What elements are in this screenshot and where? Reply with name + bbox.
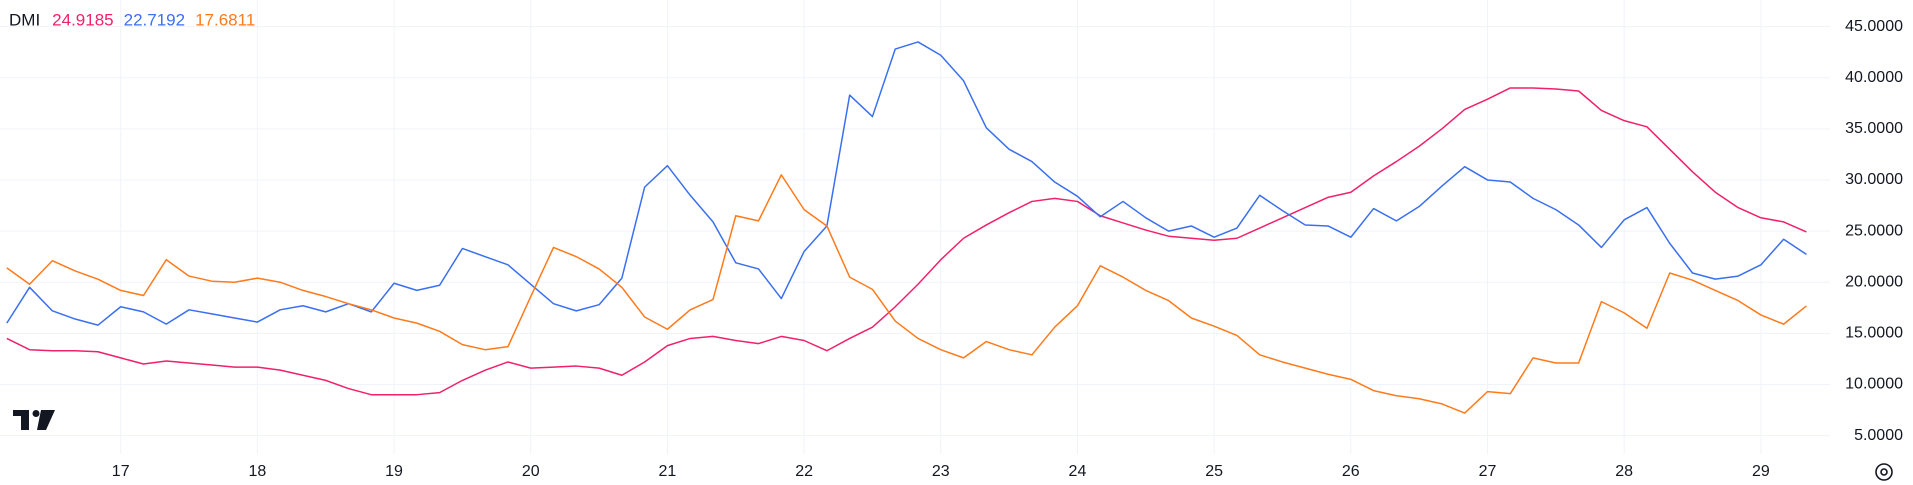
grid <box>0 0 1830 454</box>
x-tick-label: 19 <box>385 463 403 480</box>
x-tick-label: 26 <box>1342 463 1360 480</box>
x-tick-label: 24 <box>1069 463 1087 480</box>
x-tick-label: 18 <box>248 463 266 480</box>
legend-value: 24.9185 <box>52 10 113 29</box>
y-tick-label: 45.0000 <box>1845 18 1903 35</box>
indicator-name: DMI <box>9 10 40 29</box>
series-line <box>6 87 1807 396</box>
series-line <box>6 174 1807 414</box>
y-tick-label: 30.0000 <box>1845 171 1903 188</box>
plot <box>6 41 1807 414</box>
x-tick-label: 20 <box>522 463 540 480</box>
y-tick-label: 20.0000 <box>1845 273 1903 290</box>
x-tick-label: 29 <box>1752 463 1770 480</box>
y-tick-label: 40.0000 <box>1845 69 1903 86</box>
x-tick-label: 17 <box>112 463 130 480</box>
legend-value: 22.7192 <box>124 10 185 29</box>
logo-dot <box>32 410 40 417</box>
y-tick-label: 25.0000 <box>1845 222 1903 239</box>
logo-mark <box>13 410 29 430</box>
y-tick-label: 5.0000 <box>1854 427 1903 444</box>
x-tick-label: 22 <box>795 463 813 480</box>
legend-value: 17.6811 <box>195 10 255 29</box>
x-tick-label: 23 <box>932 463 950 480</box>
settings-button[interactable] <box>1875 463 1893 481</box>
x-tick-label: 25 <box>1205 463 1223 480</box>
y-tick-label: 10.0000 <box>1845 376 1903 393</box>
x-tick-label: 27 <box>1479 463 1497 480</box>
settings-icon[interactable] <box>1880 468 1888 476</box>
settings-icon[interactable] <box>1875 463 1893 481</box>
series-line <box>6 41 1807 326</box>
logo-mark <box>37 410 55 430</box>
x-tick-label: 21 <box>659 463 677 480</box>
legend: DMI 24.9185 22.7192 17.6811 <box>9 10 255 29</box>
y-tick-label: 35.0000 <box>1845 120 1903 137</box>
x-tick-label: 28 <box>1615 463 1633 480</box>
logo <box>13 410 55 430</box>
y-tick-label: 15.0000 <box>1845 325 1903 342</box>
